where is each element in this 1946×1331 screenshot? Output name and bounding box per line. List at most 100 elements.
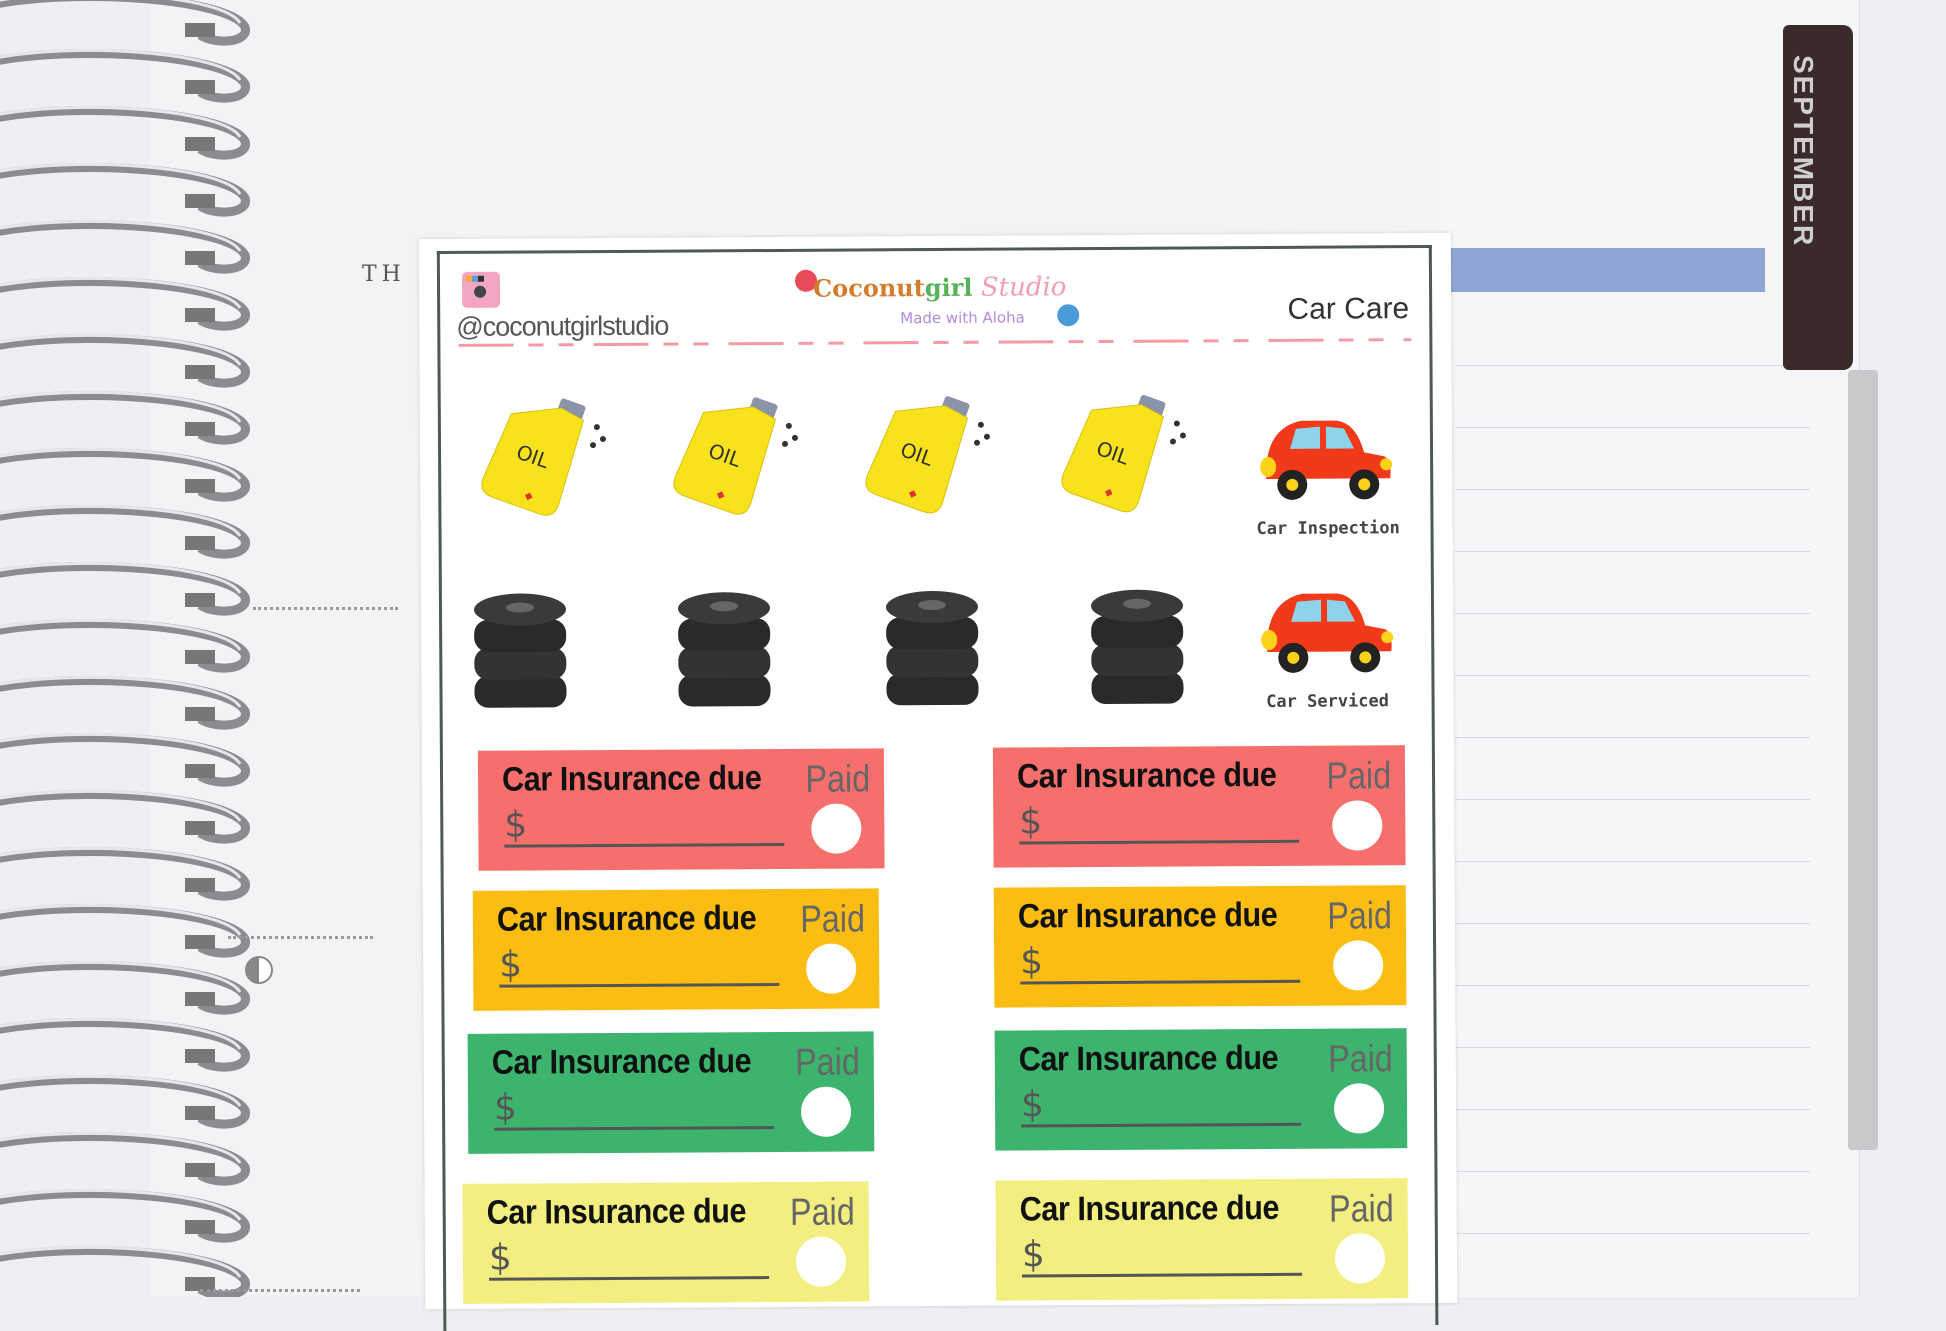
- ring-hole: [185, 365, 215, 379]
- ring-hole: [185, 878, 215, 892]
- ring-hole: [185, 1277, 215, 1291]
- paid-seal-icon: [798, 1239, 844, 1284]
- ring-hole: [185, 821, 215, 835]
- tire-stack-icon: [678, 592, 771, 707]
- binding-ring: [0, 1075, 250, 1129]
- insurance-title: Car Insurance due: [1017, 895, 1278, 936]
- car-sticker: Car Serviced: [1257, 581, 1398, 712]
- paid-label: Paid: [805, 758, 871, 801]
- car-insurance-sticker: Car Insurance due Paid $: [994, 1028, 1408, 1151]
- ruled-line: [1455, 923, 1810, 924]
- paid-seal-icon: [1336, 1086, 1382, 1131]
- binding-ring: [0, 676, 250, 730]
- moon-phase-icon: [245, 956, 273, 984]
- paid-seal-icon: [814, 806, 859, 851]
- binding-ring: [0, 562, 250, 616]
- ring-highlight: [0, 960, 242, 993]
- ring-hole: [185, 308, 215, 322]
- car-sticker: Car Inspection: [1256, 408, 1400, 540]
- currency-symbol: $: [504, 804, 528, 846]
- sticker-sheet: @coconutgirlstudio Coconutgirl Studio Ma…: [418, 232, 1458, 1331]
- tire-stack-sticker: [674, 586, 775, 712]
- currency-symbol: $: [1020, 941, 1044, 983]
- ring-hole: [185, 536, 215, 550]
- paid-label: Paid: [1327, 1038, 1393, 1081]
- ring-highlight: [0, 1074, 242, 1107]
- ruled-line: [1455, 1171, 1810, 1172]
- binding-ring: [0, 961, 250, 1015]
- oil-bottle-sticker: OIL: [479, 385, 606, 526]
- ring-hole: [185, 80, 215, 94]
- ring-highlight: [0, 48, 242, 81]
- oil-bottle-icon: OIL: [1061, 395, 1186, 513]
- ruled-line: [1455, 613, 1810, 614]
- paid-label: Paid: [1327, 895, 1393, 938]
- car-label: Car Inspection: [1256, 518, 1400, 540]
- currency-symbol: $: [493, 1087, 518, 1129]
- ring-hole: [185, 707, 215, 721]
- binding-ring: [0, 790, 250, 844]
- ring-hole: [185, 479, 215, 493]
- ruled-line: [1455, 985, 1810, 986]
- ruled-line: [1455, 737, 1810, 738]
- ring-hole: [185, 1106, 215, 1120]
- ring-hole: [185, 137, 215, 151]
- ring-highlight: [0, 390, 242, 423]
- car-insurance-sticker: Car Insurance due Paid $: [472, 888, 880, 1011]
- amount-line: [489, 1276, 770, 1281]
- paid-label: Paid: [1326, 755, 1392, 798]
- dotted-divider: [200, 1289, 360, 1292]
- amount-line: [494, 1126, 775, 1131]
- ring-hole: [185, 650, 215, 664]
- binding-ring: [0, 1189, 250, 1243]
- ring-hole: [185, 935, 215, 949]
- sheet-title: Car Care: [1287, 292, 1410, 326]
- binding-ring: [0, 448, 250, 502]
- ring-highlight: [0, 162, 242, 195]
- paid-seal-icon: [809, 946, 854, 991]
- insurance-title: Car Insurance due: [501, 759, 762, 799]
- oil-bottle-sticker: OIL: [1059, 382, 1186, 523]
- hibiscus-icon: [1057, 304, 1080, 327]
- car-insurance-sticker: Car Insurance due Paid $: [467, 1031, 875, 1154]
- ruled-line: [1455, 365, 1810, 366]
- sheet-border: @coconutgirlstudio Coconutgirl Studio Ma…: [436, 244, 1439, 1331]
- brand-tagline: Made with Aloha: [900, 308, 1025, 328]
- ruled-line: [1455, 427, 1810, 428]
- ring-hole: [185, 422, 215, 436]
- brand-part2: girl: [924, 272, 973, 303]
- tire-stack-sticker: [470, 587, 571, 713]
- amount-line: [504, 842, 785, 848]
- tire-stack-icon: [474, 593, 567, 708]
- red-car-icon: [1260, 420, 1393, 500]
- paid-label: Paid: [794, 1041, 860, 1084]
- insurance-title: Car Insurance due: [491, 1042, 752, 1082]
- paid-label: Paid: [1328, 1188, 1394, 1231]
- ring-highlight: [0, 846, 242, 879]
- binding-ring: [0, 391, 250, 445]
- ring-highlight: [0, 618, 242, 651]
- ring-highlight: [0, 675, 242, 708]
- car-insurance-sticker: Car Insurance due Paid $: [995, 1178, 1409, 1301]
- ring-highlight: [0, 0, 242, 24]
- binding-ring: [0, 904, 250, 958]
- tire-stack-sticker: [1087, 583, 1188, 709]
- ruled-line: [1455, 489, 1810, 490]
- binding-ring: [0, 0, 250, 46]
- currency-symbol: $: [488, 1237, 512, 1279]
- ring-hole: [185, 764, 215, 778]
- ring-highlight: [0, 1017, 242, 1050]
- binding-ring: [0, 1132, 250, 1186]
- binding-ring: [0, 1018, 250, 1072]
- oil-bottle-sticker: OIL: [671, 384, 798, 525]
- ring-hole: [185, 1163, 215, 1177]
- tire-stack-icon: [885, 591, 979, 706]
- ring-hole: [185, 992, 215, 1006]
- month-tab-september[interactable]: SEPTEMBER: [1783, 25, 1853, 370]
- insurance-title: Car Insurance due: [486, 1192, 747, 1232]
- paid-label: Paid: [800, 898, 866, 941]
- ring-highlight: [0, 903, 242, 936]
- ring-highlight: [0, 105, 242, 138]
- month-tab-strip[interactable]: [1848, 370, 1878, 1150]
- brand-part1: Coconut: [812, 273, 925, 303]
